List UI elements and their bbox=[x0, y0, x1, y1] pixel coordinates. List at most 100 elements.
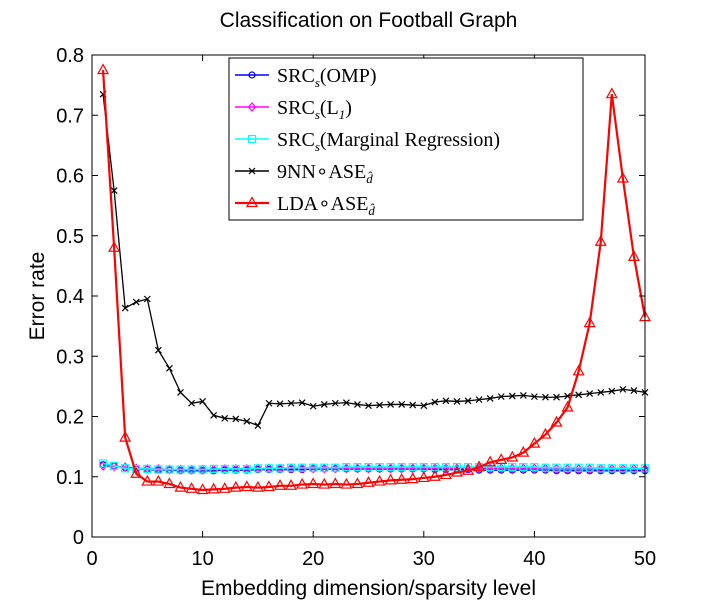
data-point bbox=[309, 402, 317, 410]
data-point bbox=[596, 464, 605, 473]
series-2 bbox=[98, 459, 650, 474]
data-point bbox=[619, 385, 627, 393]
data-point bbox=[517, 445, 530, 457]
legend-label-subscript: d̂ bbox=[366, 171, 373, 186]
data-point bbox=[605, 87, 618, 99]
data-point bbox=[572, 364, 585, 376]
data-point bbox=[264, 464, 274, 473]
data-point bbox=[375, 463, 384, 472]
x-tick-label: 0 bbox=[86, 548, 97, 570]
data-point bbox=[120, 462, 130, 473]
legend-label-base: 9NN∘ASE bbox=[277, 161, 366, 183]
data-point bbox=[340, 477, 353, 489]
data-point bbox=[530, 463, 539, 472]
data-point bbox=[473, 460, 486, 472]
data-point bbox=[409, 401, 417, 409]
data-point bbox=[506, 450, 519, 462]
legend-label-subscript: d̂ bbox=[368, 203, 375, 218]
data-point bbox=[309, 463, 318, 472]
y-tick-label: 0.3 bbox=[56, 346, 84, 368]
data-point bbox=[331, 463, 340, 472]
legend-entry: 9NN∘ASEd̂ bbox=[235, 161, 373, 186]
data-point bbox=[110, 461, 119, 471]
data-point bbox=[607, 464, 616, 473]
data-point bbox=[265, 399, 273, 407]
data-point bbox=[486, 395, 494, 402]
data-point bbox=[629, 464, 639, 473]
data-point bbox=[406, 472, 419, 484]
series-3 bbox=[99, 90, 649, 429]
data-point bbox=[209, 464, 218, 474]
data-point bbox=[419, 463, 428, 472]
data-point bbox=[296, 477, 309, 489]
data-point bbox=[450, 465, 463, 477]
y-tick-label: 0.1 bbox=[56, 467, 84, 489]
data-point bbox=[353, 463, 362, 472]
data-point bbox=[320, 401, 328, 408]
data-point bbox=[242, 464, 251, 474]
data-point bbox=[276, 400, 284, 408]
data-point bbox=[254, 422, 262, 429]
data-point bbox=[121, 304, 129, 312]
data-point bbox=[97, 63, 110, 75]
data-point bbox=[251, 480, 264, 492]
data-point bbox=[165, 465, 174, 474]
y-tick-label: 0.5 bbox=[56, 226, 84, 248]
data-point bbox=[630, 387, 638, 395]
data-point bbox=[198, 465, 207, 474]
data-point bbox=[318, 477, 331, 489]
data-point bbox=[285, 479, 298, 490]
legend-label-rest-2: ) bbox=[345, 97, 352, 119]
data-point bbox=[207, 482, 220, 494]
x-tick-label: 40 bbox=[523, 548, 545, 570]
data-point bbox=[428, 470, 441, 481]
series-layer bbox=[97, 63, 652, 495]
axes: 0 10 20 30 40 50 0 0.1 0.2 0.3 0.4 0.5 0.6 0.7 0.8 bbox=[56, 45, 656, 570]
data-point bbox=[221, 414, 229, 422]
data-point bbox=[486, 463, 495, 472]
data-point bbox=[553, 393, 560, 401]
y-tick-label: 0.7 bbox=[56, 105, 84, 127]
legend-label: SRCs(OMP) bbox=[277, 65, 377, 90]
data-point bbox=[528, 436, 541, 448]
x-tick-label: 10 bbox=[191, 548, 213, 570]
data-point bbox=[462, 463, 475, 475]
data-point bbox=[552, 463, 561, 472]
series-line bbox=[101, 69, 647, 492]
data-point bbox=[420, 402, 428, 410]
data-point bbox=[586, 390, 594, 398]
legend-label-subscript: s bbox=[315, 139, 320, 154]
data-point bbox=[218, 482, 231, 493]
data-point bbox=[597, 388, 605, 396]
data-point bbox=[519, 391, 527, 399]
data-point bbox=[210, 411, 218, 419]
legend-label-rest: (Marginal Regression) bbox=[320, 129, 500, 151]
data-point bbox=[354, 401, 361, 408]
data-point bbox=[320, 463, 329, 472]
data-point bbox=[274, 479, 287, 490]
data-point bbox=[163, 477, 176, 489]
legend-label-rest: (L bbox=[320, 97, 339, 119]
data-point bbox=[110, 187, 118, 194]
x-tick-label: 50 bbox=[634, 548, 656, 570]
legend-label: SRCs(Marginal Regression) bbox=[277, 129, 500, 154]
data-point bbox=[585, 463, 594, 472]
data-point bbox=[342, 463, 351, 472]
legend-label-rest: (OMP) bbox=[320, 65, 377, 87]
data-point bbox=[417, 471, 430, 483]
legend-entry: SRCs(OMP) bbox=[235, 65, 377, 90]
data-point bbox=[608, 387, 616, 395]
data-point bbox=[618, 464, 627, 473]
data-point bbox=[373, 474, 386, 486]
series-line bbox=[102, 94, 646, 427]
legend-entry: SRCs(L1) bbox=[235, 97, 352, 122]
legend-swatch-marker bbox=[248, 71, 256, 79]
data-point bbox=[188, 399, 195, 407]
legend-swatch-marker bbox=[248, 167, 256, 175]
data-point bbox=[298, 463, 307, 472]
data-point bbox=[384, 473, 397, 485]
data-point bbox=[275, 464, 285, 473]
data-point bbox=[196, 483, 209, 495]
data-point bbox=[229, 480, 242, 492]
data-point bbox=[575, 391, 583, 399]
